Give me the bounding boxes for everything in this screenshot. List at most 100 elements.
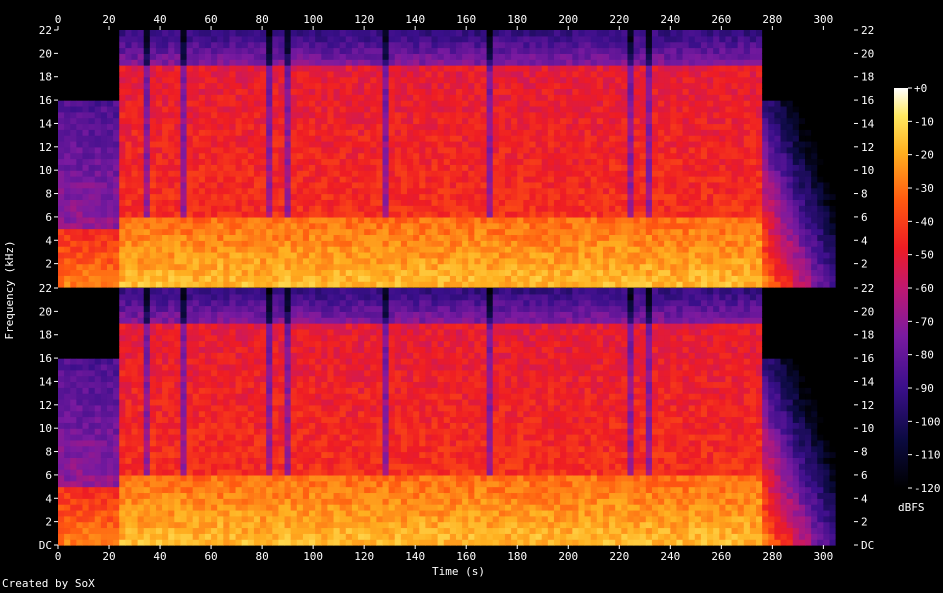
spectrogram-cell	[119, 269, 126, 276]
spectrogram-cell	[749, 181, 757, 189]
spectrogram-cell	[633, 176, 641, 183]
spectrogram-cell	[315, 263, 322, 271]
spectrogram-cell	[100, 152, 108, 160]
spectrogram-cell	[131, 111, 139, 119]
spectrogram-cell	[719, 30, 727, 37]
spectrogram-cell	[737, 88, 745, 95]
spectrogram-cell	[688, 164, 696, 171]
spectrogram-cell	[333, 205, 341, 212]
spectrogram-cell	[223, 140, 231, 148]
spectrogram-cell	[76, 59, 84, 66]
spectrogram-cell	[131, 199, 139, 206]
spectrogram-cell	[651, 123, 659, 130]
spectrogram-cell	[468, 263, 475, 271]
spectrogram-cell	[700, 181, 708, 189]
spectrogram-cell	[566, 240, 573, 247]
spectrogram-cell	[498, 246, 506, 253]
spectrogram-cell	[351, 228, 359, 236]
spectrogram-cell	[639, 53, 647, 60]
spectrogram-cell	[345, 205, 353, 212]
spectrogram-cell	[688, 246, 696, 253]
spectrogram-cell	[198, 216, 206, 224]
spectrogram-cell	[713, 146, 720, 154]
spectrogram-cell	[302, 117, 310, 125]
spectrogram-cell	[131, 30, 139, 37]
spectrogram-cell	[186, 199, 194, 206]
spectrogram-cell	[486, 140, 494, 148]
spectrogram-cell	[113, 222, 120, 230]
spectrogram-cell	[627, 246, 635, 253]
spectrogram-cell	[486, 100, 494, 107]
spectrogram-cell	[682, 117, 690, 125]
spectrogram-cell	[437, 257, 445, 265]
spectrogram-cell	[492, 251, 500, 259]
spectrogram-cell	[486, 152, 494, 160]
spectrogram-cell	[376, 94, 384, 101]
spectrogram-cell	[590, 152, 598, 160]
spectrogram-cell	[743, 193, 751, 200]
spectrogram-cell	[198, 100, 206, 107]
spectrogram-cell	[743, 205, 751, 212]
spectrogram-cell	[266, 41, 273, 49]
spectrogram-cell	[137, 41, 145, 49]
spectrogram-cell	[743, 129, 751, 136]
spectrogram-cell	[413, 35, 420, 43]
spectrogram-cell	[688, 269, 696, 276]
spectrogram-cell	[572, 140, 580, 148]
spectrogram-cell	[119, 53, 126, 60]
spectrogram-cell	[217, 263, 224, 271]
spectrogram-cell	[345, 158, 353, 165]
spectrogram-cell	[443, 193, 451, 200]
spectrogram-cell	[443, 76, 451, 84]
spectrogram-cell	[370, 240, 377, 247]
spectrogram-cell	[204, 41, 212, 49]
spectrogram-cell	[100, 205, 108, 212]
spectrogram-cell	[602, 181, 610, 189]
spectrogram-cell	[486, 275, 494, 282]
spectrogram-cell	[358, 199, 365, 206]
spectrogram-cell	[627, 251, 635, 259]
spectrogram-cell	[590, 205, 598, 212]
spectrogram-cell	[621, 129, 629, 136]
spectrogram-cell	[664, 176, 671, 183]
spectrogram-cell	[296, 176, 304, 183]
spectrogram-cell	[737, 257, 745, 265]
spectrogram-cell	[407, 41, 414, 49]
spectrogram-cell	[517, 47, 524, 54]
spectrogram-cell	[82, 94, 90, 101]
spectrogram-cell	[284, 129, 292, 136]
spectrogram-cell	[535, 251, 543, 259]
spectrogram-cell	[327, 193, 335, 200]
spectrogram-cell	[627, 146, 635, 154]
spectrogram-cell	[468, 251, 475, 259]
spectrogram-cell	[700, 275, 708, 282]
spectrogram-cell	[609, 246, 616, 253]
spectrogram-cell	[676, 53, 684, 60]
spectrogram-cell	[449, 222, 457, 230]
spectrogram-cell	[149, 164, 157, 171]
spectrogram-cell	[211, 240, 218, 247]
spectrogram-cell	[106, 187, 114, 195]
spectrogram-cell	[639, 140, 647, 148]
spectrogram-cell	[278, 275, 286, 282]
spectrogram-cell	[223, 146, 231, 154]
spectrogram-cell	[651, 41, 659, 49]
spectrogram-cell	[76, 76, 84, 84]
spectrogram-cell	[235, 240, 243, 247]
spectrogram-cell	[456, 228, 463, 236]
spectrogram-cell	[523, 275, 531, 282]
spectrogram-cell	[321, 251, 329, 259]
spectrogram-cell	[590, 105, 598, 113]
spectrogram-cell	[572, 228, 580, 236]
spectrogram-cell	[94, 105, 102, 113]
spectrogram-cell	[682, 94, 690, 101]
spectrogram-cell	[211, 199, 218, 206]
spectrogram-cell	[498, 41, 506, 49]
spectrogram-cell	[76, 257, 84, 265]
spectrogram-cell	[400, 246, 408, 253]
spectrogram-cell	[737, 111, 745, 119]
spectrogram-cell	[443, 105, 451, 113]
spectrogram-cell	[351, 205, 359, 212]
spectrogram-cell	[284, 135, 292, 142]
spectrogram-cell	[596, 53, 604, 60]
